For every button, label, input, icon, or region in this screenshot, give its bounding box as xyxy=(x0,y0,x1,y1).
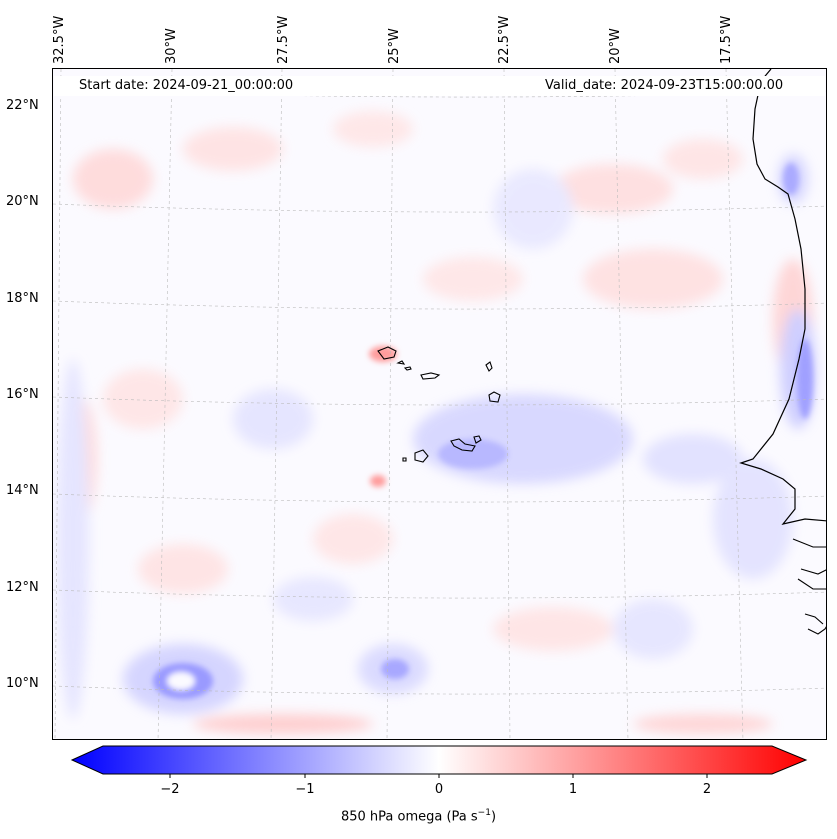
lon-label-32-5w: 32.5°W xyxy=(52,15,67,64)
lon-label-27-5w: 27.5°W xyxy=(276,15,291,64)
omega-field-map xyxy=(53,69,826,739)
lon-label-25w: 25°W xyxy=(387,28,402,64)
colorbar-tick-label: 2 xyxy=(702,782,712,797)
lat-label-18n: 18°N xyxy=(6,291,39,306)
colorbar-tick-label: 0 xyxy=(434,782,444,797)
lon-label-20w: 20°W xyxy=(608,28,623,64)
colorbar-tick-label: −1 xyxy=(295,782,315,797)
lon-label-30w: 30°W xyxy=(164,28,179,64)
lon-label-22-5w: 22.5°W xyxy=(497,15,512,64)
lat-label-12n: 12°N xyxy=(6,580,39,595)
lat-label-16n: 16°N xyxy=(6,387,39,402)
colorbar-title: 850 hPa omega (Pa s−1) xyxy=(0,808,837,824)
map-panel xyxy=(52,68,827,740)
colorbar-title-sup: −1 xyxy=(477,808,491,818)
colorbar-bar xyxy=(70,745,808,775)
colorbar-title-text: 850 hPa omega (Pa s xyxy=(340,809,478,825)
colorbar-tick-label: −2 xyxy=(160,782,180,797)
start-date-text: Start date: 2024-09-21_00:00:00 xyxy=(79,78,294,93)
lon-label-17-5w: 17.5°W xyxy=(719,15,734,64)
colorbar-title-end: ) xyxy=(490,809,497,825)
west-africa-coastline xyxy=(739,69,826,525)
lat-label-22n: 22°N xyxy=(6,98,39,113)
valid-date-text: Valid_date: 2024-09-23T15:00:00.00 xyxy=(545,78,784,93)
lat-label-14n: 14°N xyxy=(6,483,39,498)
lat-label-20n: 20°N xyxy=(6,194,39,209)
lat-label-10n: 10°N xyxy=(6,676,39,691)
map-header-band xyxy=(54,76,825,96)
cape-verde-islands xyxy=(377,346,501,463)
colorbar-tick-label: 1 xyxy=(568,782,578,797)
colorbar xyxy=(70,745,808,778)
